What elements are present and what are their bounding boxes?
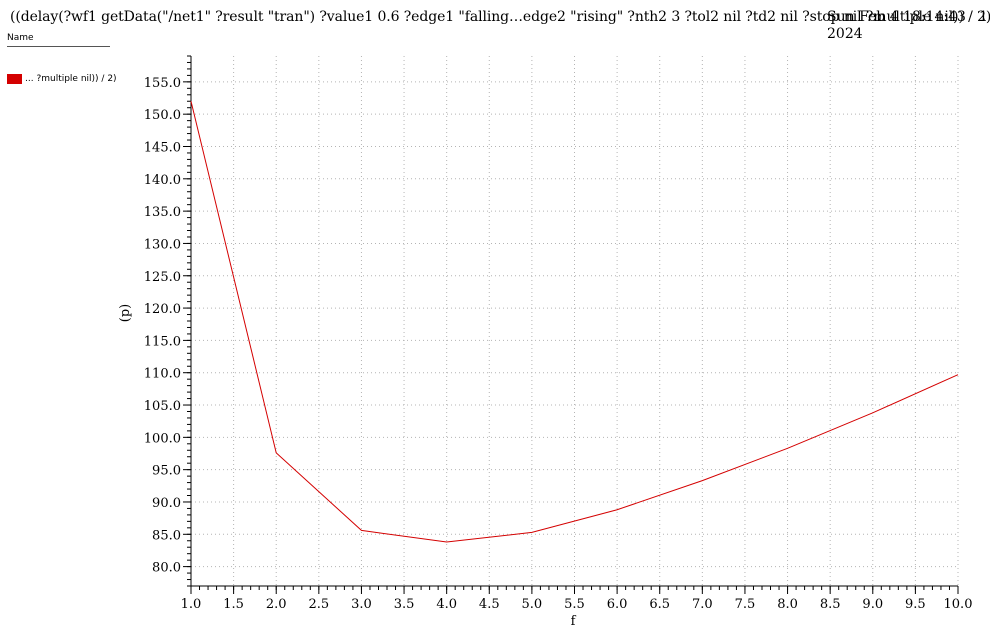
x-tick-label: 6.0	[607, 597, 628, 612]
y-tick-label: 120.0	[144, 302, 181, 317]
x-tick-label: 2.5	[308, 597, 329, 612]
y-tick-label: 150.0	[144, 108, 181, 123]
y-tick-label: 140.0	[144, 173, 181, 188]
y-tick-label: 135.0	[144, 205, 181, 220]
y-tick-label: 105.0	[144, 399, 181, 414]
x-tick-label: 8.5	[820, 597, 841, 612]
x-tick-label: 3.0	[351, 597, 372, 612]
x-tick-label: 10.0	[944, 597, 973, 612]
x-tick-label: 9.5	[905, 597, 926, 612]
x-tick-label: 7.0	[692, 597, 713, 612]
x-tick-label: 6.5	[649, 597, 670, 612]
legend-header: Name	[7, 33, 110, 47]
y-tick-label: 130.0	[144, 237, 181, 252]
series-layer	[190, 101, 959, 543]
y-tick-label: 90.0	[152, 496, 181, 511]
x-tick-label: 2.0	[266, 597, 287, 612]
y-tick-label: 95.0	[152, 464, 181, 479]
x-tick-label: 3.5	[394, 597, 415, 612]
x-tick-label: 1.5	[223, 597, 244, 612]
x-tick-label: 5.5	[564, 597, 585, 612]
x-tick-label: 1.0	[181, 597, 202, 612]
series-line[interactable]	[190, 101, 959, 543]
x-tick-label: 9.0	[862, 597, 883, 612]
x-tick-label: 8.0	[777, 597, 798, 612]
axes: 1.0 1.5 2.0 2.5 3.0 3.5 4.0 4.5 5.0 5.5 6.0 6.5 7.0 7…	[144, 55, 973, 612]
x-tick-label: 7.5	[735, 597, 756, 612]
legend-swatch	[7, 74, 22, 84]
y-tick-label: 80.0	[152, 561, 181, 576]
page-number: 1	[979, 9, 988, 25]
y-tick-label: 100.0	[144, 431, 181, 446]
y-tick-label: 125.0	[144, 270, 181, 285]
y-axis-label: (p)	[118, 304, 133, 322]
y-tick-label: 145.0	[144, 140, 181, 155]
y-tick-label: 155.0	[144, 76, 181, 91]
y-tick-label: 85.0	[152, 528, 181, 543]
x-tick-label: 5.0	[522, 597, 543, 612]
grid	[191, 56, 959, 586]
date-line-2: 2024	[827, 26, 863, 42]
date-line-1: Sun Feb 4 18:14:43	[827, 9, 966, 25]
legend-label: ... ?multiple nil)) / 2)	[25, 74, 117, 84]
x-axis-label: f	[571, 614, 577, 629]
chart-title: ((delay(?wf1 getData("/net1" ?result "tr…	[10, 9, 990, 25]
x-tick-label: 4.0	[436, 597, 457, 612]
x-tick-label: 4.5	[479, 597, 500, 612]
y-tick-label: 115.0	[144, 334, 181, 349]
y-tick-label: 110.0	[144, 367, 181, 382]
